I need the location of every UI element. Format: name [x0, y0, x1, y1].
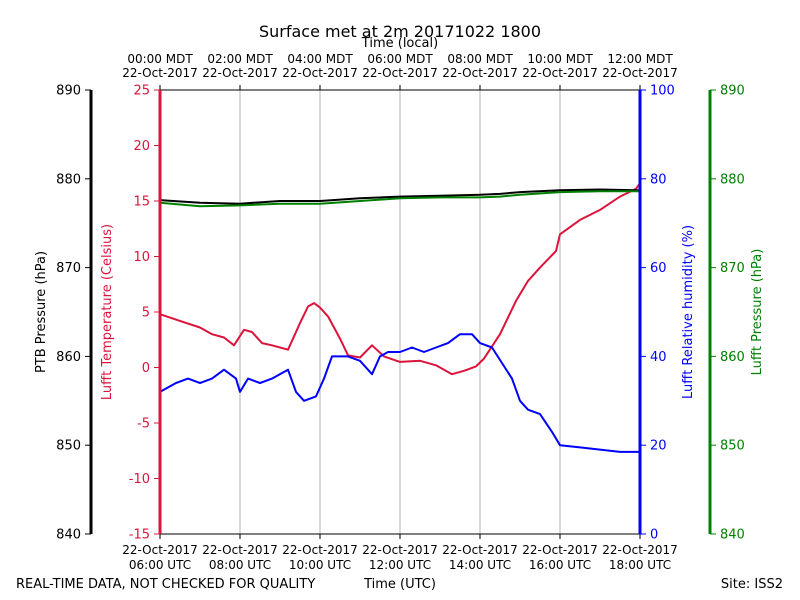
- x-tick-label-date: 22-Oct-2017: [362, 543, 438, 557]
- temp-tick-label: 20: [133, 139, 150, 154]
- ptb-tick-label: 850: [56, 439, 81, 454]
- temperature-axis-label: Lufft Temperature (Celsius): [100, 224, 115, 400]
- lufftp-tick-label: 840: [720, 528, 745, 543]
- x-tick-label-date: 22-Oct-2017: [522, 543, 598, 557]
- x-tick-label-date: 22-Oct-2017: [122, 543, 198, 557]
- rh-tick-label: 100: [650, 84, 675, 99]
- ptb-tick-label: 860: [56, 350, 81, 365]
- x-tick-label-local: 04:00 MDT: [287, 52, 353, 66]
- x-tick-label-local: 00:00 MDT: [127, 52, 193, 66]
- x-tick-label-utc: 08:00 UTC: [209, 558, 271, 572]
- footer-site: Site: ISS2: [721, 577, 783, 592]
- x-tick-label-local: 12:00 MDT: [607, 52, 673, 66]
- ptb-tick-label: 840: [56, 528, 81, 543]
- top-axis-title: Time (local): [361, 36, 438, 51]
- x-axis-label: Time (UTC): [363, 577, 436, 592]
- ptb-tick-label: 870: [56, 261, 81, 276]
- lufftp-tick-label: 890: [720, 84, 745, 99]
- x-tick-label-local-date: 22-Oct-2017: [602, 66, 678, 80]
- ptb-tick-label: 880: [56, 172, 81, 187]
- x-tick-label-utc: 10:00 UTC: [289, 558, 351, 572]
- footer-quality-note: REAL-TIME DATA, NOT CHECKED FOR QUALITY: [16, 577, 315, 592]
- rh-tick-label: 80: [650, 172, 667, 187]
- rh-series-line: [159, 333, 640, 453]
- temp-tick-label: 0: [142, 361, 150, 376]
- x-tick-label-local: 08:00 MDT: [447, 52, 513, 66]
- x-tick-label-local: 02:00 MDT: [207, 52, 273, 66]
- ptb-series-line: [159, 188, 641, 205]
- temp-tick-label: -5: [137, 417, 150, 432]
- lufftp-tick-label: 880: [720, 172, 745, 187]
- x-tick-label-local-date: 22-Oct-2017: [362, 66, 438, 80]
- x-tick-label-utc: 16:00 UTC: [529, 558, 591, 572]
- x-tick-label-utc: 06:00 UTC: [129, 558, 191, 572]
- ptb-tick-label: 890: [56, 84, 81, 99]
- x-tick-label-local-date: 22-Oct-2017: [202, 66, 278, 80]
- x-tick-label-local-date: 22-Oct-2017: [522, 66, 598, 80]
- x-tick-label-local: 10:00 MDT: [527, 52, 593, 66]
- lufftp-tick-label: 860: [720, 350, 745, 365]
- chart-title: Surface met at 2m 20171022 1800: [259, 22, 541, 41]
- rh-tick-label: 40: [650, 350, 667, 365]
- x-tick-label-local-date: 22-Oct-2017: [122, 66, 198, 80]
- lufftp-tick-label: 850: [720, 439, 745, 454]
- lufftp-tick-label: 870: [720, 261, 745, 276]
- x-tick-label-date: 22-Oct-2017: [282, 543, 358, 557]
- vertical-gridlines: [239, 90, 561, 534]
- x-tick-label-local-date: 22-Oct-2017: [282, 66, 358, 80]
- series-layer: [159, 182, 641, 453]
- x-tick-label-utc: 14:00 UTC: [449, 558, 511, 572]
- temp-tick-label: 5: [142, 306, 150, 321]
- lufft-pressure-axis-label: Lufft Pressure (hPa): [750, 249, 765, 376]
- x-tick-label-date: 22-Oct-2017: [602, 543, 678, 557]
- x-tick-label-utc: 18:00 UTC: [609, 558, 671, 572]
- temp-tick-label: 10: [133, 250, 150, 265]
- x-tick-label-utc: 12:00 UTC: [369, 558, 431, 572]
- x-tick-label-date: 22-Oct-2017: [202, 543, 278, 557]
- temp-tick-label: -15: [129, 528, 150, 543]
- x-tick-label-date: 22-Oct-2017: [442, 543, 518, 557]
- temp-series-line: [159, 182, 641, 376]
- lufftp-series-line: [159, 190, 640, 208]
- x-tick-label-local-date: 22-Oct-2017: [442, 66, 518, 80]
- x-tick-label-local: 06:00 MDT: [367, 52, 433, 66]
- temp-tick-label: -10: [129, 472, 150, 487]
- ptb-axis-label: PTB Pressure (hPa): [34, 251, 49, 373]
- rh-tick-label: 20: [650, 439, 667, 454]
- rh-tick-label: 60: [650, 261, 667, 276]
- humidity-axis-label: Lufft Relative humidity (%): [681, 225, 696, 399]
- rh-tick-label: 0: [650, 528, 658, 543]
- temp-tick-label: 25: [133, 84, 150, 99]
- temp-tick-label: 15: [133, 195, 150, 210]
